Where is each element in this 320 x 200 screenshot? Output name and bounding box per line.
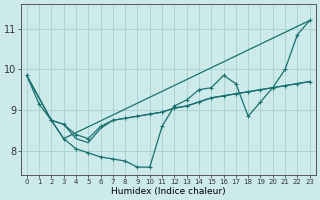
X-axis label: Humidex (Indice chaleur): Humidex (Indice chaleur) bbox=[111, 187, 226, 196]
